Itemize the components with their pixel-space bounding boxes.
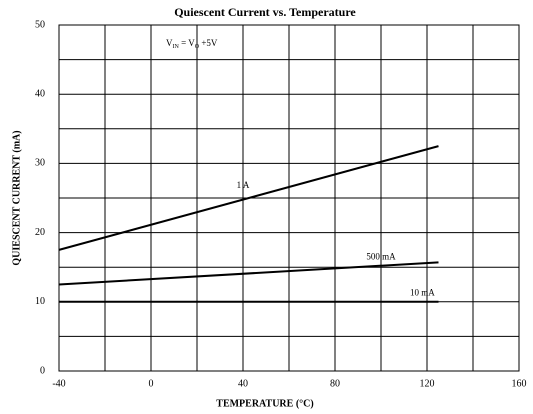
y-tick-label: 0 xyxy=(40,365,45,376)
annotation-part: +5V xyxy=(199,38,218,48)
y-tick-label: 20 xyxy=(35,227,45,238)
annotation: VIN = VO +5V xyxy=(166,38,218,50)
series-line xyxy=(58,145,439,251)
chart-title: Quiescent Current vs. Temperature xyxy=(174,5,356,19)
x-tick-label: -40 xyxy=(52,378,65,389)
x-tick-label: 160 xyxy=(512,378,527,389)
series-label: 500 mA xyxy=(366,251,396,261)
series-label: 10 mA xyxy=(410,288,435,298)
annotation-part: V xyxy=(166,38,173,48)
y-tick-label: 50 xyxy=(35,19,45,30)
y-tick-label: 40 xyxy=(35,88,45,99)
x-tick-label: 0 xyxy=(149,378,154,389)
annotation-part: = V xyxy=(179,38,195,48)
series-line xyxy=(58,261,439,286)
annotation-sub: IN xyxy=(173,44,180,50)
series-label: 1 A xyxy=(237,180,250,190)
x-tick-label: 40 xyxy=(238,378,248,389)
y-tick-label: 10 xyxy=(35,296,45,307)
x-tick-label: 80 xyxy=(330,378,340,389)
x-tick-label: 120 xyxy=(420,378,435,389)
x-axis-label: TEMPERATURE (°C) xyxy=(216,398,313,409)
y-tick-label: 30 xyxy=(35,158,45,169)
y-axis-label: QUIESCENT CURRENT (mA) xyxy=(11,130,22,265)
